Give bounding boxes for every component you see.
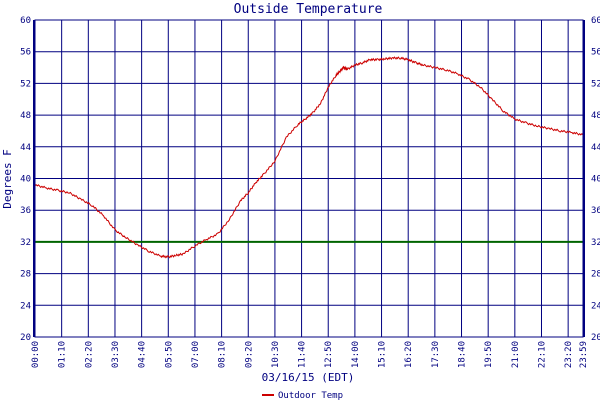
- series-layer: [34, 56, 584, 259]
- y-tick-label: 36: [20, 206, 31, 216]
- x-tick-label: 04:40: [138, 341, 148, 368]
- x-tick-label: 00:00: [31, 341, 41, 368]
- chart-title: Outside Temperature: [234, 2, 383, 17]
- x-axis-label: 03/16/15 (EDT): [262, 371, 355, 384]
- x-tick-label: 19:50: [484, 341, 494, 368]
- y-tick-label-right: 40: [591, 175, 600, 185]
- legend-label: Outdoor Temp: [278, 391, 343, 400]
- x-tick-label: 02:20: [84, 341, 94, 368]
- x-tick-label: 09:20: [244, 341, 254, 368]
- x-axis-ticks: 00:00 01:10 02:20 03:30 04:40 05:50 07:00 08:10…: [31, 341, 589, 368]
- y-tick-label: 20: [20, 333, 31, 343]
- x-tick-label: 23:20: [564, 341, 574, 368]
- x-tick-label: 22:10: [537, 341, 547, 368]
- x-tick-label: 01:10: [58, 341, 68, 368]
- x-tick-label: 18:40: [458, 341, 468, 368]
- y-tick-label: 60: [20, 16, 31, 26]
- legend: Outdoor Temp: [262, 391, 343, 400]
- x-tick-label: 21:00: [511, 341, 521, 368]
- y-tick-label-right: 20: [591, 333, 600, 343]
- x-tick-label: 05:50: [164, 341, 174, 368]
- x-tick-label: 03:30: [111, 341, 121, 368]
- y-tick-label: 52: [20, 79, 31, 89]
- x-tick-label: 23:59: [579, 341, 589, 368]
- x-tick-label: 11:40: [298, 341, 308, 368]
- y-tick-label-right: 36: [591, 206, 600, 216]
- y-tick-label: 48: [20, 111, 31, 121]
- x-tick-label: 08:10: [218, 341, 228, 368]
- y-axis-right-ticks: 20 24 28 32 36 40 44 48 52 56 60: [591, 16, 600, 343]
- y-tick-label-right: 52: [591, 79, 600, 89]
- y-tick-label: 28: [20, 270, 31, 280]
- y-tick-label: 32: [20, 238, 31, 248]
- x-tick-label: 07:00: [191, 341, 201, 368]
- y-tick-label-right: 24: [591, 301, 600, 311]
- y-tick-label: 44: [20, 143, 31, 153]
- series-line-outdoor-temp: [34, 56, 584, 259]
- x-tick-label: 12:50: [324, 341, 334, 368]
- x-tick-label: 15:10: [378, 341, 388, 368]
- y-tick-label: 40: [20, 175, 31, 185]
- y-axis-label: Degrees F: [1, 149, 14, 209]
- x-tick-label: 17:30: [431, 341, 441, 368]
- y-tick-label-right: 48: [591, 111, 600, 121]
- plot-frame: [33, 19, 585, 338]
- y-tick-label: 24: [20, 301, 31, 311]
- y-tick-label-right: 44: [591, 143, 600, 153]
- y-tick-label-right: 56: [591, 48, 600, 58]
- x-tick-label: 10:30: [271, 341, 281, 368]
- y-tick-label-right: 60: [591, 16, 600, 26]
- y-axis-left-ticks: 20 24 28 32 36 40 44 48 52 56 60: [20, 16, 31, 343]
- y-tick-label-right: 32: [591, 238, 600, 248]
- y-tick-label-right: 28: [591, 270, 600, 280]
- x-tick-label: 14:00: [351, 341, 361, 368]
- y-tick-label: 56: [20, 48, 31, 58]
- x-tick-label: 16:20: [404, 341, 414, 368]
